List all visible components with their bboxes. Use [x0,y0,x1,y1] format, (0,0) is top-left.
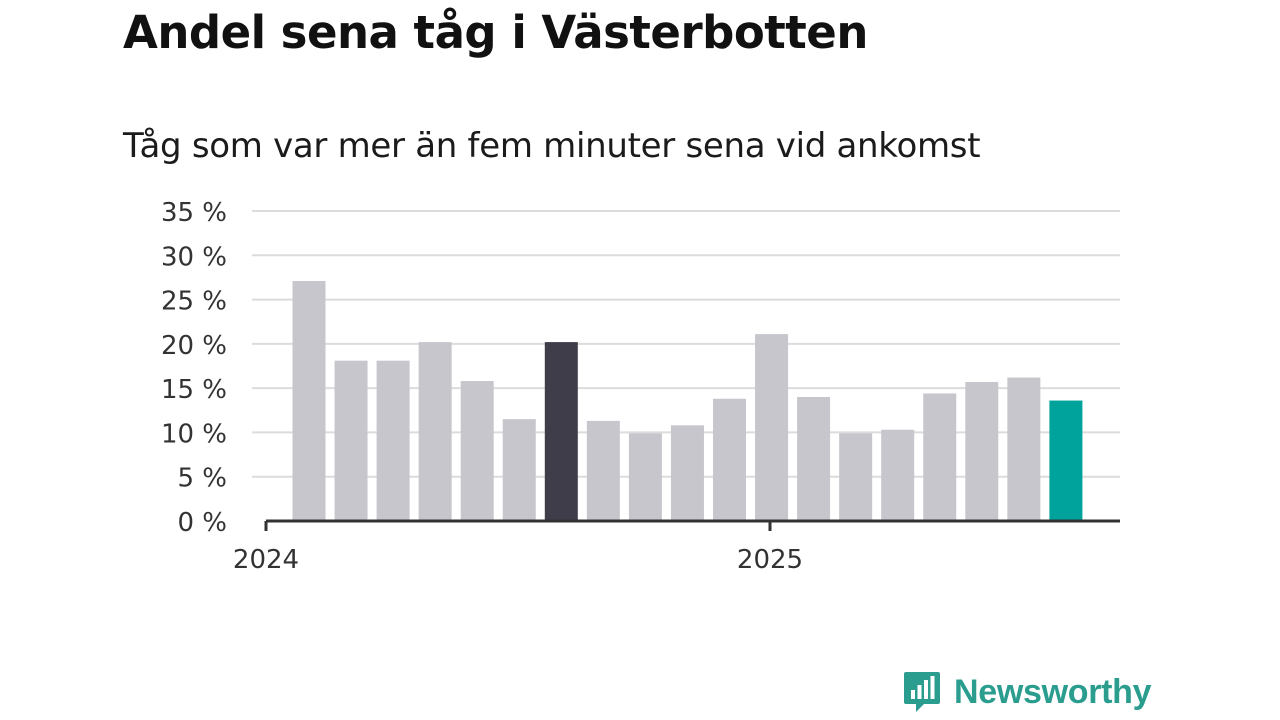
y-tick-label: 20 % [161,331,227,361]
y-axis-tick-labels: 0 % 5 % 10 % 15 % 20 % 25 % 30 % 35 % [161,198,227,538]
x-tick-label: 2025 [737,545,803,575]
x-tick-label: 2024 [233,545,299,575]
bar-2024-11 [713,398,746,521]
bar-2025-01 [797,397,831,521]
bar-2024-10 [670,425,704,521]
y-tick-label: 35 % [161,198,227,228]
bar-2025-04 [923,393,957,521]
bar-2024-02 [334,360,368,521]
bar-2024-01 [292,280,326,521]
bar-2024-08 [586,420,620,521]
bar-2024-06 [502,419,536,521]
y-tick-label: 10 % [161,419,227,449]
bar-2025-06 [1007,377,1041,521]
newsworthy-logo-icon [904,672,940,712]
bar-2024-09 [628,433,662,521]
bar-2024-04 [418,342,452,521]
y-tick-label: 30 % [161,242,227,272]
y-tick-label: 5 % [177,464,227,494]
y-tick-label: 25 % [161,287,227,317]
bar-2025-05 [965,381,999,521]
bar-2025-02 [839,433,873,521]
bar-2024-12 [755,334,789,521]
x-axis-tick-labels: 2024 2025 [233,545,803,575]
bar-2024-07 [544,342,578,521]
bar-2024-03 [376,360,410,521]
x-axis [264,519,1120,531]
bars [292,280,1083,521]
bar-2024-05 [460,381,494,521]
brand-name: Newsworthy [954,672,1152,711]
brand-logo: Newsworthy [902,670,1152,714]
y-tick-label: 0 % [177,508,227,538]
chart-title: Andel sena tåg i Västerbotten [123,6,868,59]
y-tick-label: 15 % [161,375,227,405]
bar-2025-03 [881,429,915,521]
bar-2025-07 [1049,400,1083,521]
chart-subtitle: Tåg som var mer än fem minuter sena vid … [123,126,981,166]
